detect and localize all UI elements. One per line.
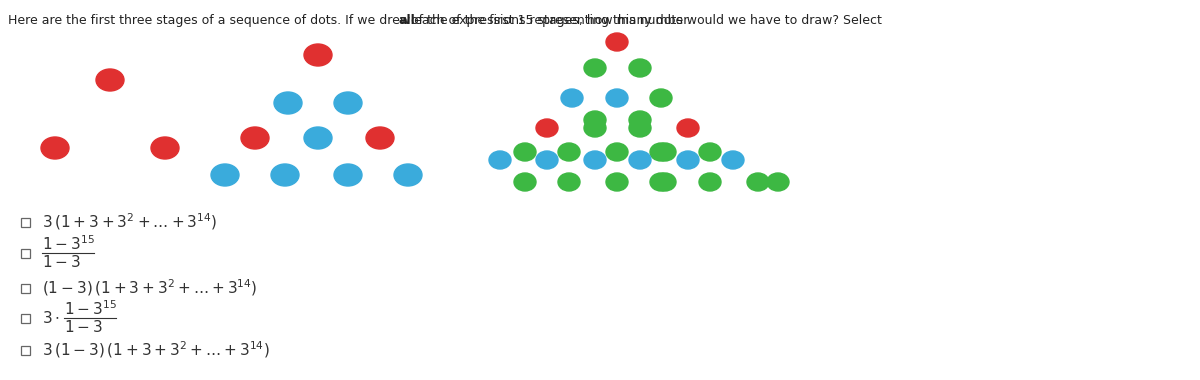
Ellipse shape xyxy=(584,59,606,77)
Ellipse shape xyxy=(41,137,70,159)
Ellipse shape xyxy=(241,127,269,149)
Ellipse shape xyxy=(96,69,124,91)
Ellipse shape xyxy=(558,143,580,161)
Ellipse shape xyxy=(490,151,511,169)
Bar xyxy=(20,217,30,226)
Ellipse shape xyxy=(654,173,676,191)
Ellipse shape xyxy=(677,119,698,137)
Ellipse shape xyxy=(151,137,179,159)
Text: Here are the first three stages of a sequence of dots. If we drew each of the fi: Here are the first three stages of a seq… xyxy=(8,14,886,27)
Ellipse shape xyxy=(536,151,558,169)
Ellipse shape xyxy=(654,143,676,161)
Ellipse shape xyxy=(562,89,583,107)
Ellipse shape xyxy=(211,164,239,186)
Ellipse shape xyxy=(584,111,606,129)
Bar xyxy=(20,249,30,258)
Ellipse shape xyxy=(536,119,558,137)
Ellipse shape xyxy=(629,151,650,169)
Text: of the expressions representing this number.: of the expressions representing this num… xyxy=(407,14,691,27)
Ellipse shape xyxy=(650,89,672,107)
Ellipse shape xyxy=(746,173,769,191)
Text: $1-3^{15}$: $1-3^{15}$ xyxy=(42,235,95,253)
Ellipse shape xyxy=(606,33,628,51)
Ellipse shape xyxy=(558,173,580,191)
Ellipse shape xyxy=(584,151,606,169)
Text: $1-3^{15}$: $1-3^{15}$ xyxy=(64,300,116,318)
Text: all: all xyxy=(398,14,415,27)
Ellipse shape xyxy=(304,127,332,149)
Ellipse shape xyxy=(698,173,721,191)
Ellipse shape xyxy=(334,92,362,114)
Ellipse shape xyxy=(606,143,628,161)
Ellipse shape xyxy=(629,59,650,77)
Text: $3\cdot$: $3\cdot$ xyxy=(42,310,60,326)
Ellipse shape xyxy=(606,173,628,191)
Ellipse shape xyxy=(514,173,536,191)
Ellipse shape xyxy=(334,164,362,186)
Ellipse shape xyxy=(677,151,698,169)
Text: $1-3$: $1-3$ xyxy=(42,254,80,270)
Text: $3\,(1+3+3^2+\ldots+3^{14})$: $3\,(1+3+3^2+\ldots+3^{14})$ xyxy=(42,212,217,232)
Text: $(1-3)\,(1+3+3^2+\ldots+3^{14})$: $(1-3)\,(1+3+3^2+\ldots+3^{14})$ xyxy=(42,278,258,298)
Ellipse shape xyxy=(514,143,536,161)
Ellipse shape xyxy=(629,119,650,137)
Text: $1-3$: $1-3$ xyxy=(64,319,103,335)
Ellipse shape xyxy=(650,173,672,191)
Ellipse shape xyxy=(274,92,302,114)
Ellipse shape xyxy=(394,164,422,186)
Bar xyxy=(20,345,30,355)
Ellipse shape xyxy=(304,44,332,66)
Ellipse shape xyxy=(629,111,650,129)
Text: $3\,(1-3)\,(1+3+3^2+\ldots+3^{14})$: $3\,(1-3)\,(1+3+3^2+\ldots+3^{14})$ xyxy=(42,340,270,360)
Ellipse shape xyxy=(722,151,744,169)
Ellipse shape xyxy=(584,119,606,137)
Ellipse shape xyxy=(767,173,790,191)
Ellipse shape xyxy=(606,89,628,107)
Ellipse shape xyxy=(366,127,394,149)
Bar xyxy=(20,314,30,323)
Ellipse shape xyxy=(650,143,672,161)
Ellipse shape xyxy=(271,164,299,186)
Bar xyxy=(20,283,30,293)
Ellipse shape xyxy=(698,143,721,161)
